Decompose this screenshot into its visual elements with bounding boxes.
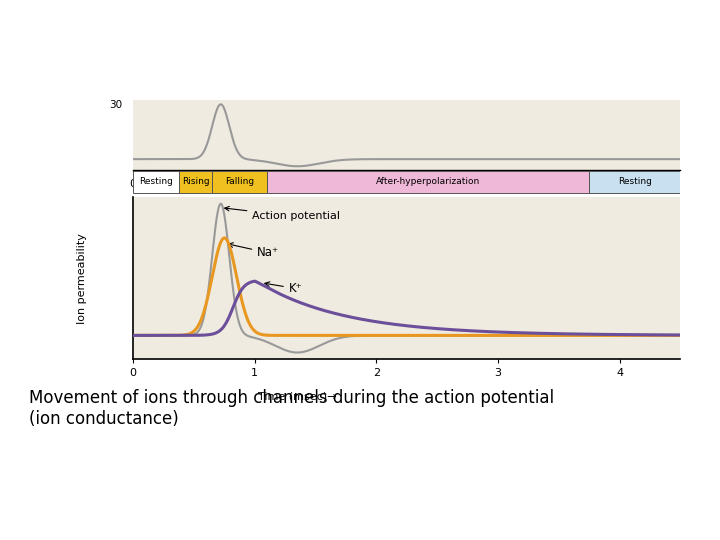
- Text: Time (msec)→: Time (msec)→: [258, 208, 337, 219]
- Text: After-hyperpolarization: After-hyperpolarization: [376, 177, 480, 186]
- Y-axis label: Ion permeability: Ion permeability: [77, 233, 86, 323]
- Text: Action potential: Action potential: [225, 206, 341, 221]
- Text: Resting: Resting: [618, 177, 652, 186]
- Text: Time (msec)→: Time (msec)→: [258, 392, 337, 402]
- Bar: [589, 171, 680, 193]
- Text: Falling: Falling: [225, 177, 254, 186]
- Text: 30: 30: [109, 100, 122, 110]
- Bar: [179, 171, 212, 193]
- Text: Movement of ions through channels during the action potential
(ion conductance): Movement of ions through channels during…: [29, 389, 554, 428]
- Text: Resting: Resting: [140, 177, 174, 186]
- Bar: [133, 171, 179, 193]
- Text: K⁺: K⁺: [265, 282, 302, 295]
- Text: Rising: Rising: [182, 177, 210, 186]
- Bar: [212, 171, 267, 193]
- Text: Na⁺: Na⁺: [228, 243, 279, 259]
- Bar: [267, 171, 589, 193]
